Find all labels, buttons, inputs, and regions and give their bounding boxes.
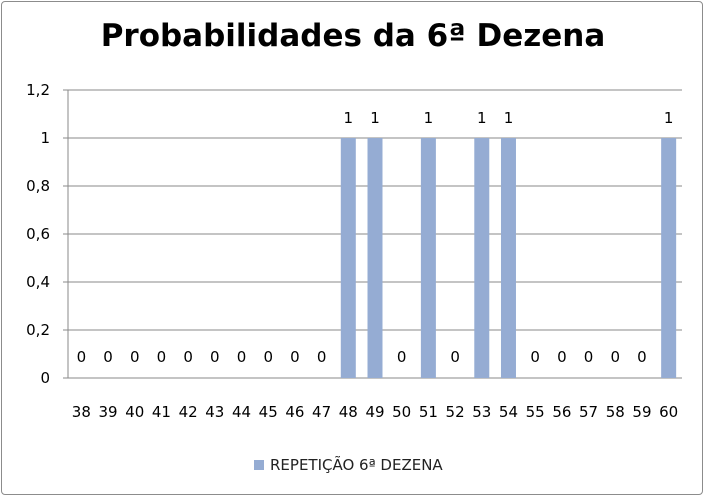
x-tick-label: 48 bbox=[339, 403, 358, 421]
data-label: 0 bbox=[317, 348, 327, 366]
data-label: 0 bbox=[210, 348, 220, 366]
x-tick-label: 56 bbox=[552, 403, 571, 421]
x-tick-label: 42 bbox=[179, 403, 198, 421]
bar bbox=[661, 138, 677, 378]
bar bbox=[420, 138, 436, 378]
data-label: 0 bbox=[183, 348, 193, 366]
data-label: 1 bbox=[664, 109, 674, 127]
data-label: 0 bbox=[290, 348, 300, 366]
data-label: 0 bbox=[610, 348, 620, 366]
chart-title: Probabilidades da 6ª Dezena bbox=[100, 18, 606, 54]
x-tick-label: 60 bbox=[659, 403, 678, 421]
data-label: 0 bbox=[77, 348, 87, 366]
data-label: 0 bbox=[584, 348, 594, 366]
bar bbox=[474, 138, 490, 378]
data-label: 1 bbox=[477, 109, 487, 127]
y-tick-label: 0,2 bbox=[26, 321, 50, 339]
bar bbox=[340, 138, 356, 378]
x-tick-label: 43 bbox=[205, 403, 224, 421]
x-tick-label: 59 bbox=[632, 403, 651, 421]
x-tick-label: 45 bbox=[259, 403, 278, 421]
x-tick-label: 49 bbox=[365, 403, 384, 421]
data-label: 1 bbox=[504, 109, 514, 127]
x-tick-label: 38 bbox=[72, 403, 91, 421]
data-label: 0 bbox=[103, 348, 113, 366]
data-label: 0 bbox=[130, 348, 140, 366]
x-tick-label: 40 bbox=[125, 403, 144, 421]
x-tick-label: 39 bbox=[98, 403, 117, 421]
legend-label: REPETIÇÃO 6ª DEZENA bbox=[270, 456, 443, 474]
data-label: 0 bbox=[237, 348, 247, 366]
legend-swatch bbox=[254, 460, 264, 470]
y-tick-label: 1 bbox=[40, 129, 50, 147]
legend: REPETIÇÃO 6ª DEZENA bbox=[254, 456, 443, 474]
y-tick-label: 0 bbox=[40, 369, 50, 387]
data-label: 0 bbox=[557, 348, 567, 366]
data-label: 0 bbox=[530, 348, 540, 366]
x-tick-label: 52 bbox=[446, 403, 465, 421]
x-tick-label: 55 bbox=[526, 403, 545, 421]
data-label: 0 bbox=[157, 348, 167, 366]
x-tick-label: 41 bbox=[152, 403, 171, 421]
bar bbox=[367, 138, 383, 378]
x-tick-label: 47 bbox=[312, 403, 331, 421]
data-label: 0 bbox=[450, 348, 460, 366]
data-label: 1 bbox=[370, 109, 380, 127]
x-tick-label: 54 bbox=[499, 403, 518, 421]
x-tick-label: 46 bbox=[285, 403, 304, 421]
data-label: 0 bbox=[397, 348, 407, 366]
x-tick-label: 53 bbox=[472, 403, 491, 421]
bar bbox=[500, 138, 516, 378]
data-label: 0 bbox=[637, 348, 647, 366]
y-tick-label: 1,2 bbox=[26, 81, 50, 99]
x-tick-label: 57 bbox=[579, 403, 598, 421]
data-label: 0 bbox=[263, 348, 273, 366]
y-tick-label: 0,8 bbox=[26, 177, 50, 195]
x-tick-label: 50 bbox=[392, 403, 411, 421]
x-tick-label: 51 bbox=[419, 403, 438, 421]
y-tick-label: 0,6 bbox=[26, 225, 50, 243]
y-tick-label: 0,4 bbox=[26, 273, 50, 291]
x-tick-label: 58 bbox=[606, 403, 625, 421]
data-label: 1 bbox=[424, 109, 434, 127]
x-tick-label: 44 bbox=[232, 403, 251, 421]
data-label: 1 bbox=[344, 109, 354, 127]
